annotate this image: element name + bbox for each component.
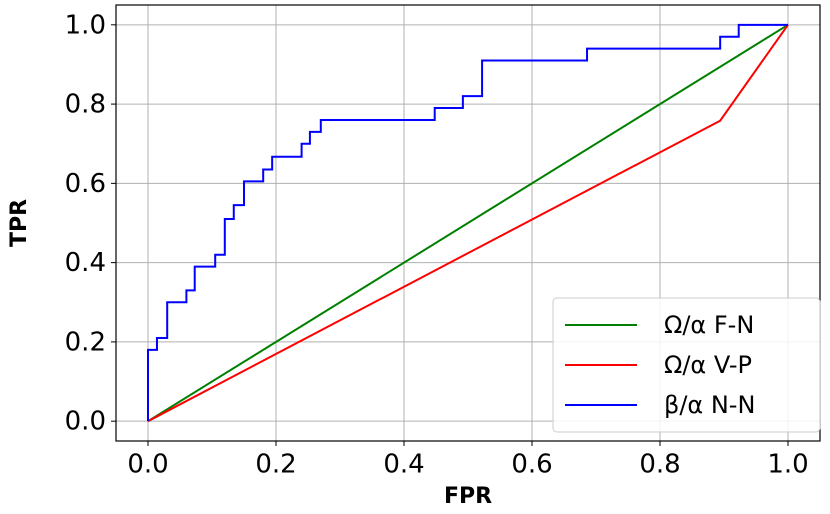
y-tick-label: 0.4 — [65, 248, 106, 278]
legend-label: Ω/α F-N — [664, 311, 754, 339]
legend-box — [552, 297, 821, 433]
y-tick-label: 0.0 — [65, 407, 106, 437]
y-tick-label: 0.6 — [65, 169, 106, 199]
y-tick-label: 0.8 — [65, 90, 106, 120]
y-axis-label: TPR — [7, 199, 32, 247]
line — [147, 23, 789, 423]
x-tick-label: 1.0 — [767, 450, 808, 480]
x-tick-label: 0.4 — [383, 450, 424, 480]
plot-frame — [115, 4, 821, 442]
line — [147, 23, 788, 422]
legend-label: Ω/α V-P — [664, 351, 752, 379]
x-axis-label: FPR — [444, 484, 492, 509]
x-tick-label: 0.8 — [639, 450, 680, 480]
legend-label: β/α N-N — [664, 391, 755, 419]
x-tick-label: 0.0 — [127, 450, 168, 480]
y-tick-label: 0.2 — [65, 327, 106, 357]
x-tick-label: 0.2 — [255, 450, 296, 480]
x-tick-label: 0.6 — [511, 450, 552, 480]
line — [147, 24, 789, 423]
y-tick-label: 1.0 — [65, 10, 106, 40]
